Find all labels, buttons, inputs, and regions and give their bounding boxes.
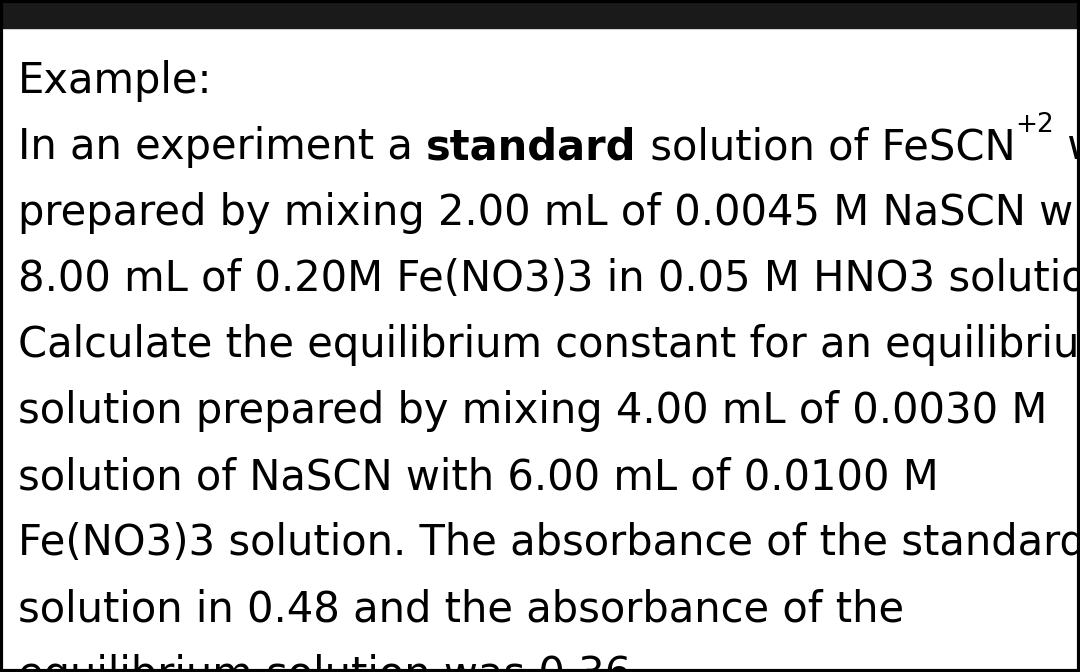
Text: In an experiment a: In an experiment a xyxy=(18,126,427,168)
Text: 8.00 mL of 0.20M Fe(NO3)3 in 0.05 M HNO3 solution.: 8.00 mL of 0.20M Fe(NO3)3 in 0.05 M HNO3… xyxy=(18,258,1080,300)
Text: was: was xyxy=(1054,126,1080,168)
Bar xyxy=(0,0,1080,28)
Text: +2: +2 xyxy=(1015,112,1054,138)
Text: standard: standard xyxy=(427,126,636,168)
Text: solution of NaSCN with 6.00 mL of 0.0100 M: solution of NaSCN with 6.00 mL of 0.0100… xyxy=(18,456,939,498)
Text: Calculate the equilibrium constant for an equilibrium: Calculate the equilibrium constant for a… xyxy=(18,324,1080,366)
Text: equilibrium solution was 0.36.: equilibrium solution was 0.36. xyxy=(18,654,645,672)
Text: Fe(NO3)3 solution. The absorbance of the standard: Fe(NO3)3 solution. The absorbance of the… xyxy=(18,522,1080,564)
Text: solution in 0.48 and the absorbance of the: solution in 0.48 and the absorbance of t… xyxy=(18,588,904,630)
Text: solution of FeSCN: solution of FeSCN xyxy=(636,126,1015,168)
Text: prepared by mixing 2.00 mL of 0.0045 M NaSCN with: prepared by mixing 2.00 mL of 0.0045 M N… xyxy=(18,192,1080,234)
Text: solution prepared by mixing 4.00 mL of 0.0030 M: solution prepared by mixing 4.00 mL of 0… xyxy=(18,390,1048,432)
Text: Example:: Example: xyxy=(18,60,213,102)
